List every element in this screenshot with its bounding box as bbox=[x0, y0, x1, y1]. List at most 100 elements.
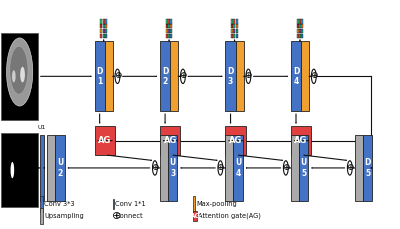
Text: ⊕: ⊕ bbox=[112, 211, 122, 221]
Text: Conv 3*3: Conv 3*3 bbox=[44, 201, 75, 207]
Bar bbox=[168, 29, 170, 33]
Bar bbox=[100, 29, 102, 33]
Text: ⊕: ⊕ bbox=[310, 71, 318, 80]
Text: D
3: D 3 bbox=[227, 67, 234, 86]
Bar bbox=[231, 19, 233, 24]
Text: D
2: D 2 bbox=[162, 67, 168, 86]
Bar bbox=[2, 33, 38, 120]
Bar bbox=[102, 19, 104, 24]
Circle shape bbox=[218, 161, 223, 175]
Bar bbox=[168, 24, 170, 28]
Bar bbox=[94, 41, 105, 111]
Text: Conv 1*1: Conv 1*1 bbox=[115, 201, 145, 207]
Text: AG: AG bbox=[164, 136, 177, 145]
Bar bbox=[236, 19, 238, 24]
Bar bbox=[100, 19, 102, 24]
Ellipse shape bbox=[10, 162, 14, 178]
Ellipse shape bbox=[12, 70, 16, 82]
Bar bbox=[100, 33, 102, 38]
Bar bbox=[105, 24, 107, 28]
Bar bbox=[47, 135, 55, 201]
Text: AG: AG bbox=[190, 213, 201, 219]
Bar bbox=[231, 24, 233, 28]
Bar bbox=[299, 29, 301, 33]
Bar bbox=[301, 29, 303, 33]
Bar bbox=[226, 135, 234, 201]
Bar bbox=[113, 199, 114, 209]
Bar bbox=[291, 126, 311, 155]
Bar bbox=[301, 41, 309, 111]
Bar bbox=[236, 29, 238, 33]
Bar bbox=[105, 19, 107, 24]
Ellipse shape bbox=[6, 38, 33, 106]
Bar bbox=[166, 33, 168, 38]
Bar bbox=[160, 41, 170, 111]
Text: U
2: U 2 bbox=[57, 158, 63, 178]
Bar bbox=[299, 19, 301, 24]
Bar bbox=[231, 29, 233, 33]
Ellipse shape bbox=[20, 67, 25, 82]
Bar bbox=[170, 41, 178, 111]
Bar bbox=[166, 24, 168, 28]
Bar bbox=[234, 33, 236, 38]
Bar bbox=[299, 24, 301, 28]
Text: U1: U1 bbox=[38, 125, 46, 130]
Circle shape bbox=[152, 161, 157, 175]
Bar bbox=[297, 24, 299, 28]
Circle shape bbox=[115, 69, 120, 84]
Text: ⊕: ⊕ bbox=[346, 163, 354, 172]
Bar bbox=[40, 196, 43, 212]
Text: ⊕: ⊕ bbox=[217, 163, 224, 172]
Bar bbox=[301, 24, 303, 28]
Circle shape bbox=[180, 69, 185, 84]
Bar bbox=[299, 135, 308, 201]
Bar bbox=[105, 29, 107, 33]
Bar bbox=[170, 19, 172, 24]
Text: U
4: U 4 bbox=[235, 158, 241, 178]
Bar bbox=[226, 41, 236, 111]
Bar bbox=[55, 135, 65, 201]
Text: AG: AG bbox=[98, 136, 112, 145]
Bar bbox=[170, 24, 172, 28]
Text: ⊕: ⊕ bbox=[114, 71, 121, 80]
Bar bbox=[297, 33, 299, 38]
Bar bbox=[102, 24, 104, 28]
Text: U
5: U 5 bbox=[300, 158, 307, 178]
Bar bbox=[166, 29, 168, 33]
Bar bbox=[160, 126, 180, 155]
Bar bbox=[355, 135, 363, 201]
Text: ⊕: ⊕ bbox=[282, 163, 290, 172]
Bar bbox=[102, 29, 104, 33]
Text: D
5: D 5 bbox=[364, 158, 371, 178]
Bar bbox=[102, 33, 104, 38]
Bar bbox=[40, 208, 43, 224]
Circle shape bbox=[312, 69, 316, 84]
Bar bbox=[2, 133, 38, 207]
Bar bbox=[234, 19, 236, 24]
Bar bbox=[234, 24, 236, 28]
Bar bbox=[40, 135, 44, 201]
Bar bbox=[297, 29, 299, 33]
Ellipse shape bbox=[10, 46, 28, 94]
Bar bbox=[301, 33, 303, 38]
Bar bbox=[105, 41, 113, 111]
Bar bbox=[94, 126, 115, 155]
Bar bbox=[166, 19, 168, 24]
Bar bbox=[231, 33, 233, 38]
Text: ⊕: ⊕ bbox=[245, 71, 252, 80]
Bar bbox=[236, 24, 238, 28]
Bar bbox=[291, 41, 301, 111]
Bar bbox=[168, 33, 170, 38]
Text: Max-pooling: Max-pooling bbox=[196, 201, 237, 207]
Text: Connect: Connect bbox=[116, 213, 143, 219]
Text: D
1: D 1 bbox=[96, 67, 103, 86]
Text: ⊕: ⊕ bbox=[151, 163, 159, 172]
Bar bbox=[168, 135, 178, 201]
Bar bbox=[299, 33, 301, 38]
Circle shape bbox=[348, 161, 352, 175]
Text: D
4: D 4 bbox=[293, 67, 299, 86]
Bar bbox=[291, 135, 299, 201]
Bar bbox=[160, 135, 168, 201]
Bar bbox=[168, 19, 170, 24]
Bar bbox=[297, 19, 299, 24]
